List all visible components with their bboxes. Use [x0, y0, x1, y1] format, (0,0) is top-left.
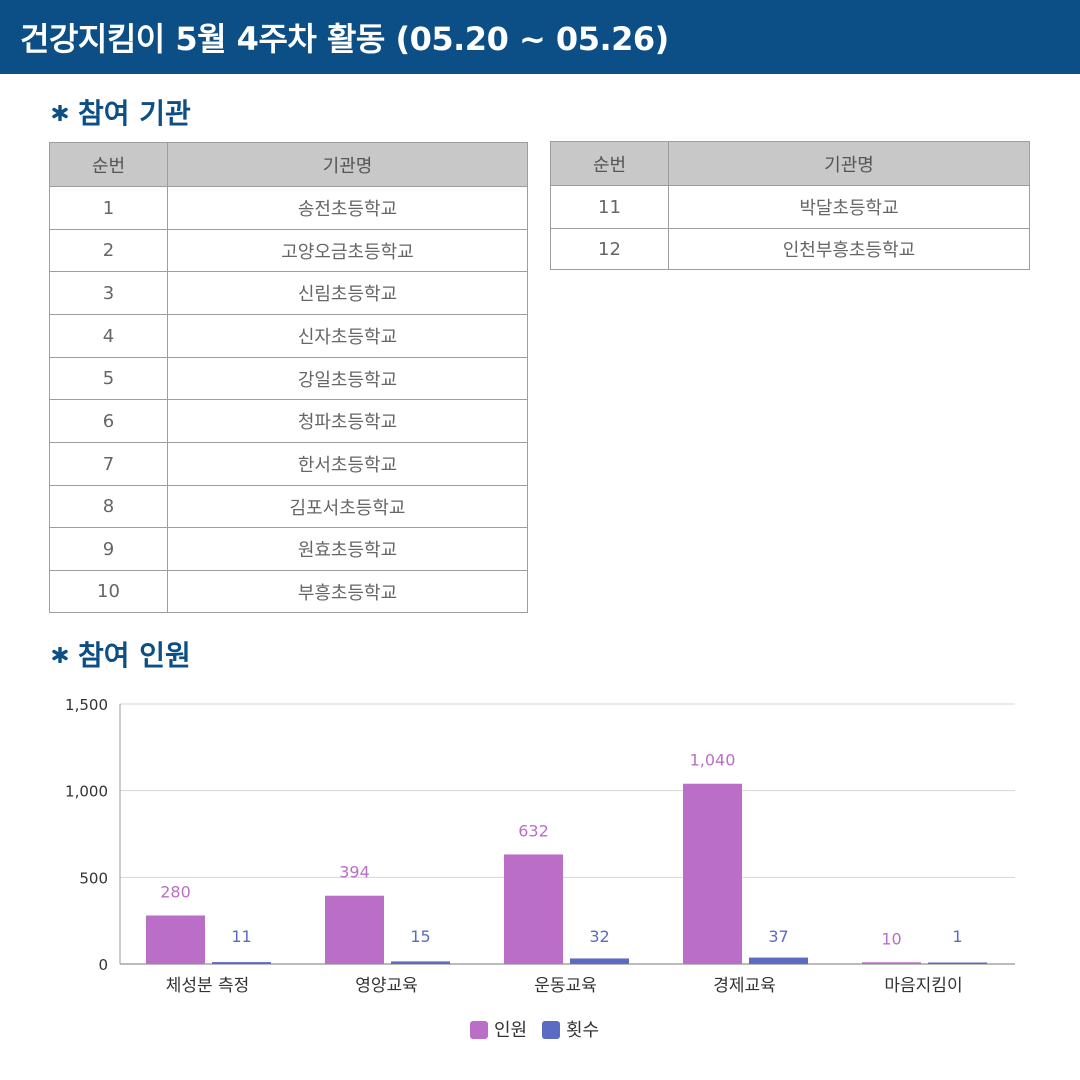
legend-label: 횟수 — [566, 1020, 599, 1041]
y-tick-label: 1,500 — [65, 696, 108, 714]
table-row: 8 김포서초등학교 — [49, 485, 528, 528]
x-tick-label: 운동교육 — [534, 976, 597, 996]
legend-swatch — [470, 1021, 488, 1039]
section-title-text: 참여 인원 — [78, 639, 191, 672]
institution-name: 강일초등학교 — [167, 357, 528, 400]
data-label: 15 — [410, 927, 430, 946]
data-label: 632 — [518, 821, 549, 840]
institution-name: 고양오금초등학교 — [167, 229, 528, 272]
institution-name: 청파초등학교 — [167, 399, 528, 443]
section-title-participants: 참여 인원 — [52, 634, 191, 674]
table-row: 12 인천부흥초등학교 — [550, 228, 1030, 270]
data-label: 11 — [231, 927, 251, 946]
table-row: 2 고양오금초등학교 — [49, 229, 528, 272]
row-number: 12 — [550, 228, 669, 270]
table-row: 11 박달초등학교 — [550, 185, 1030, 229]
row-number: 4 — [49, 314, 168, 358]
participants-chart: 0 500 1,000 1,500 280 11 체성분 측정 394 15 영양교육 632 32 운… — [0, 686, 1080, 1080]
bar — [683, 783, 742, 964]
bar — [749, 957, 808, 964]
institution-name: 인천부흥초등학교 — [668, 228, 1030, 270]
table-row: 1 송전초등학교 — [49, 186, 528, 230]
bar — [391, 961, 450, 964]
legend-label: 인원 — [494, 1020, 527, 1041]
y-tick-label: 500 — [79, 869, 108, 887]
bar — [146, 915, 205, 964]
row-number: 1 — [49, 186, 168, 230]
column-header-institution: 기관명 — [668, 141, 1030, 186]
row-number: 2 — [49, 229, 168, 272]
institution-name: 김포서초등학교 — [167, 485, 528, 528]
legend-swatch — [542, 1021, 560, 1039]
institution-name: 신림초등학교 — [167, 271, 528, 315]
bar-chart: 0 500 1,000 1,500 280 11 체성분 측정 394 15 영양교육 632 32 운… — [65, 696, 1015, 1041]
y-tick-label: 1,000 — [65, 783, 108, 801]
data-label: 32 — [589, 927, 609, 946]
bar — [928, 962, 987, 964]
row-number: 5 — [49, 357, 168, 400]
x-tick-label: 영양교육 — [355, 976, 418, 996]
institution-name: 박달초등학교 — [668, 185, 1030, 229]
row-number: 3 — [49, 271, 168, 315]
row-number: 6 — [49, 399, 168, 443]
row-number: 10 — [49, 570, 168, 613]
bar — [325, 895, 384, 964]
data-label: 280 — [160, 882, 191, 901]
data-label: 10 — [881, 929, 901, 948]
table-row: 5 강일초등학교 — [49, 357, 528, 400]
section-title-institutions: 참여 기관 — [52, 92, 191, 132]
row-number: 7 — [49, 442, 168, 486]
institution-name: 신자초등학교 — [167, 314, 528, 358]
bar — [862, 962, 921, 964]
bar — [212, 962, 271, 964]
y-tick-label: 0 — [98, 956, 108, 974]
x-tick-label: 마음지킴이 — [884, 976, 962, 996]
table-row: 6 청파초등학교 — [49, 399, 528, 443]
data-label: 1 — [952, 927, 962, 946]
table-row: 4 신자초등학교 — [49, 314, 528, 358]
bar — [570, 958, 629, 964]
section-title-text: 참여 기관 — [78, 97, 191, 130]
x-tick-label: 체성분 측정 — [166, 976, 250, 996]
asterisk-icon — [52, 105, 68, 121]
table-header-row: 순번 기관명 — [550, 141, 1030, 186]
table-row: 10 부흥초등학교 — [49, 570, 528, 613]
column-header-number: 순번 — [49, 142, 168, 187]
institution-name: 부흥초등학교 — [167, 570, 528, 613]
institution-table-right: 순번 기관명 11 박달초등학교 12 인천부흥초등학교 — [550, 141, 1030, 270]
column-header-institution: 기관명 — [167, 142, 528, 187]
table-header-row: 순번 기관명 — [49, 142, 528, 187]
row-number: 11 — [550, 185, 669, 229]
row-number: 9 — [49, 527, 168, 571]
asterisk-icon — [52, 647, 68, 663]
data-label: 37 — [768, 927, 788, 946]
table-row: 3 신림초등학교 — [49, 271, 528, 315]
data-label: 394 — [339, 863, 370, 882]
bar — [504, 854, 563, 964]
institution-name: 한서초등학교 — [167, 442, 528, 486]
institution-name: 송전초등학교 — [167, 186, 528, 230]
institution-table-left: 순번 기관명 1 송전초등학교 2 고양오금초등학교 3 신림초등학교 4 신자초등학교… — [49, 142, 528, 613]
table-row: 9 원효초등학교 — [49, 527, 528, 571]
page-title: 건강지킴이 5월 4주차 활동 (05.20 ~ 05.26) — [20, 20, 669, 58]
x-tick-label: 경제교육 — [713, 976, 776, 996]
column-header-number: 순번 — [550, 141, 669, 186]
header-bar: 건강지킴이 5월 4주차 활동 (05.20 ~ 05.26) — [0, 0, 1080, 74]
row-number: 8 — [49, 485, 168, 528]
data-label: 1,040 — [690, 751, 736, 770]
table-row: 7 한서초등학교 — [49, 442, 528, 486]
institution-name: 원효초등학교 — [167, 527, 528, 571]
